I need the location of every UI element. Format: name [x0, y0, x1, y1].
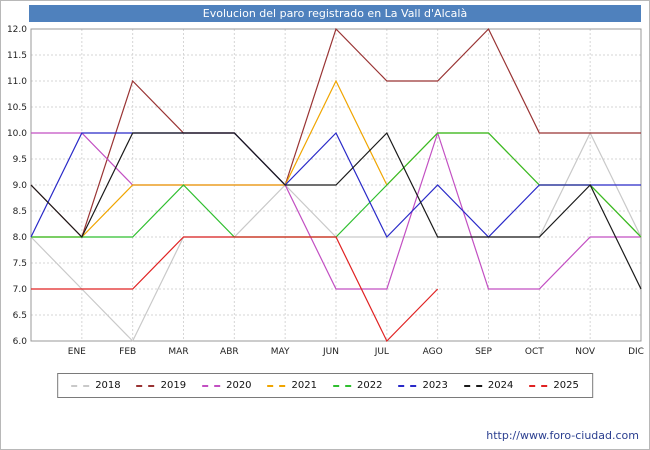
y-tick-label: 6.0	[13, 337, 28, 347]
x-tick-label: FEB	[119, 347, 136, 357]
legend-item-2023: 2023	[398, 380, 448, 391]
legend-label-2020: 2020	[226, 380, 252, 391]
y-tick-label: 7.5	[13, 259, 27, 269]
legend-swatch-2025	[529, 384, 548, 387]
legend-item-2020: 2020	[202, 380, 252, 391]
legend-swatch-2018	[71, 384, 90, 387]
legend-label-2018: 2018	[95, 380, 121, 391]
x-tick-label: NOV	[575, 347, 596, 357]
legend-item-2019: 2019	[136, 380, 187, 391]
x-tick-label: MAY	[271, 347, 290, 357]
x-tick-label: OCT	[525, 347, 544, 357]
footer-link[interactable]: http://www.foro-ciudad.com	[486, 429, 639, 442]
chart-title: Evolucion del paro registrado en La Vall…	[29, 5, 641, 22]
legend-swatch-2024	[463, 384, 482, 387]
legend-swatch-2020	[202, 384, 221, 387]
x-tick-label: DIC	[628, 347, 644, 357]
y-tick-label: 10.0	[7, 129, 27, 139]
x-tick-label: JUN	[322, 347, 339, 357]
x-tick-label: SEP	[475, 347, 492, 357]
legend-label-2022: 2022	[357, 380, 383, 391]
legend-item-2025: 2025	[529, 380, 579, 391]
series-line-2019	[30, 27, 641, 239]
x-tick-label: JUL	[374, 347, 389, 357]
y-tick-label: 9.5	[13, 155, 27, 165]
legend-swatch-2022	[333, 384, 351, 387]
legend-item-2024: 2024	[463, 380, 514, 391]
y-tick-label: 6.5	[13, 311, 27, 321]
series-line-2024	[30, 131, 642, 290]
legend-label-2021: 2021	[291, 380, 317, 391]
y-tick-label: 10.5	[7, 103, 27, 113]
x-tick-label: ABR	[220, 347, 239, 357]
legend: 2018 2019 2020 2021 2022 2023 2024 2025	[57, 373, 593, 398]
y-tick-label: 8.5	[13, 207, 27, 217]
y-tick-label: 7.0	[13, 285, 28, 295]
series-line-2025	[31, 236, 439, 343]
y-tick-label: 8.0	[13, 233, 28, 243]
legend-label-2019: 2019	[160, 380, 187, 391]
legend-item-2022: 2022	[333, 380, 382, 391]
legend-item-2018: 2018	[71, 380, 121, 391]
x-tick-label: ENE	[68, 347, 86, 357]
legend-label-2025: 2025	[553, 380, 579, 391]
x-tick-label: MAR	[168, 347, 188, 357]
y-tick-label: 11.0	[7, 77, 27, 87]
y-tick-label: 9.0	[13, 181, 28, 191]
legend-swatch-2021	[267, 384, 286, 387]
legend-swatch-2023	[398, 384, 417, 387]
x-tick-label: AGO	[423, 347, 443, 357]
legend-item-2021: 2021	[267, 380, 317, 391]
legend-label-2024: 2024	[487, 380, 514, 391]
y-tick-label: 11.5	[7, 51, 27, 61]
legend-label-2023: 2023	[422, 380, 448, 391]
y-tick-label: 12.0	[7, 25, 27, 35]
legend-swatch-2019	[136, 384, 155, 387]
